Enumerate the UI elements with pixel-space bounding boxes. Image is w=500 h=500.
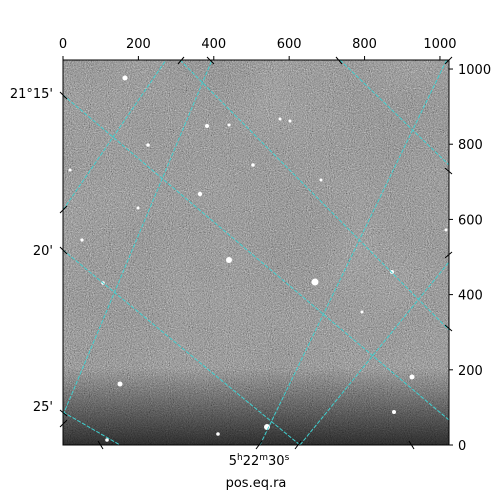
wcs-tick [59, 419, 68, 428]
star [227, 123, 231, 127]
ra-grid-line [259, 60, 448, 445]
right-axis-tick-label: 200 [458, 364, 483, 379]
wcs-tick [444, 251, 453, 259]
top-axis-tick-label: 600 [277, 37, 302, 52]
star [251, 163, 255, 167]
wcs-tick [59, 246, 68, 255]
wcs-frame-ticks [59, 56, 453, 450]
star [409, 374, 415, 380]
ra-hours: 5 [229, 454, 237, 469]
x-axis-title: pos.eq.ra [226, 476, 287, 491]
wcs-tick [97, 440, 104, 450]
dec-grid-line [339, 60, 449, 166]
ra-hour-unit: h [237, 453, 243, 463]
right-axis-tick-label: 600 [458, 213, 483, 228]
dec-grid-line [63, 94, 449, 421]
wcs-tick [408, 440, 415, 450]
star [390, 270, 394, 274]
star [319, 178, 323, 182]
star [288, 119, 292, 123]
star [117, 381, 123, 387]
plot-frame [62, 59, 450, 446]
star [146, 143, 150, 147]
wcs-tick [59, 409, 68, 417]
wcs-tick [177, 56, 185, 65]
wcs-tick [444, 167, 453, 175]
top-axis-tick-label: 800 [352, 37, 377, 52]
star [360, 310, 364, 314]
ra-minute-unit: m [259, 453, 268, 463]
image-bottom-shade [63, 60, 449, 445]
dec-grid-line [179, 60, 449, 331]
star [311, 278, 319, 286]
ra-minutes: 22 [243, 454, 260, 469]
dec-tick-label: 21°15' [10, 87, 53, 102]
wcs-tick [294, 440, 302, 450]
star [105, 438, 109, 442]
star [122, 75, 128, 81]
top-pixel-axis: 0 200 400 600 800 1000 [59, 37, 457, 60]
ra-tick-label: 5h22m30s [229, 453, 290, 469]
top-axis-tick-label: 200 [126, 37, 151, 52]
star [216, 432, 220, 436]
ra-second-unit: s [285, 453, 290, 463]
stars [68, 75, 448, 442]
ra-grid-line [299, 261, 449, 445]
dec-tick-label: 25' [33, 400, 53, 415]
wcs-tick [59, 205, 68, 214]
coordinate-grid [63, 60, 449, 445]
star [197, 191, 203, 197]
ra-grid-line [63, 60, 213, 416]
star [68, 168, 72, 172]
star [392, 410, 396, 414]
dec-tick-label: 20' [33, 244, 53, 259]
star [136, 206, 140, 210]
sky-image [63, 60, 449, 445]
dec-grid-line [63, 249, 301, 445]
ra-grid-line [63, 60, 167, 211]
ra-seconds: 30 [268, 454, 285, 469]
top-axis-tick-label: 400 [201, 37, 226, 52]
right-axis-tick-label: 800 [458, 138, 483, 153]
right-axis-tick-label: 1000 [458, 63, 491, 78]
wcs-tick [255, 440, 263, 450]
wcs-tick [335, 56, 343, 65]
right-pixel-axis: 0 200 400 600 800 1000 [449, 63, 491, 454]
right-axis-tick-label: 400 [458, 289, 483, 304]
top-axis-tick-label: 1000 [423, 37, 456, 52]
star [226, 257, 232, 263]
star [80, 238, 84, 242]
top-axis-tick-label: 0 [59, 37, 67, 52]
wcs-tick [444, 324, 453, 332]
wcs-tick [59, 91, 68, 100]
star [444, 228, 448, 232]
star [205, 124, 209, 128]
wcs-tick [206, 56, 215, 65]
star [278, 117, 282, 121]
right-axis-tick-label: 0 [458, 439, 466, 454]
wcs-tick [444, 56, 453, 65]
